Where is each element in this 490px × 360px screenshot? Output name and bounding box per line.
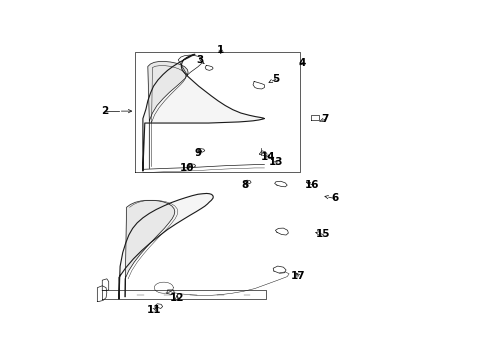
Text: 9: 9 xyxy=(195,148,201,158)
Text: 16: 16 xyxy=(305,180,319,190)
Text: 10: 10 xyxy=(179,163,194,173)
Text: 2: 2 xyxy=(101,106,109,116)
Text: 14: 14 xyxy=(261,152,275,162)
Text: 17: 17 xyxy=(291,271,306,281)
Polygon shape xyxy=(125,201,175,297)
Text: 6: 6 xyxy=(331,193,338,203)
Text: 1: 1 xyxy=(217,45,224,55)
Text: 7: 7 xyxy=(321,114,329,125)
Text: 8: 8 xyxy=(242,180,249,190)
Text: 11: 11 xyxy=(147,305,162,315)
Text: 5: 5 xyxy=(272,74,279,84)
Text: 12: 12 xyxy=(170,293,184,303)
Text: 13: 13 xyxy=(269,157,283,167)
Polygon shape xyxy=(143,54,265,171)
Polygon shape xyxy=(148,62,188,168)
Polygon shape xyxy=(119,193,213,299)
Text: 15: 15 xyxy=(316,229,331,239)
Text: 4: 4 xyxy=(299,58,306,68)
Text: 3: 3 xyxy=(196,55,203,65)
